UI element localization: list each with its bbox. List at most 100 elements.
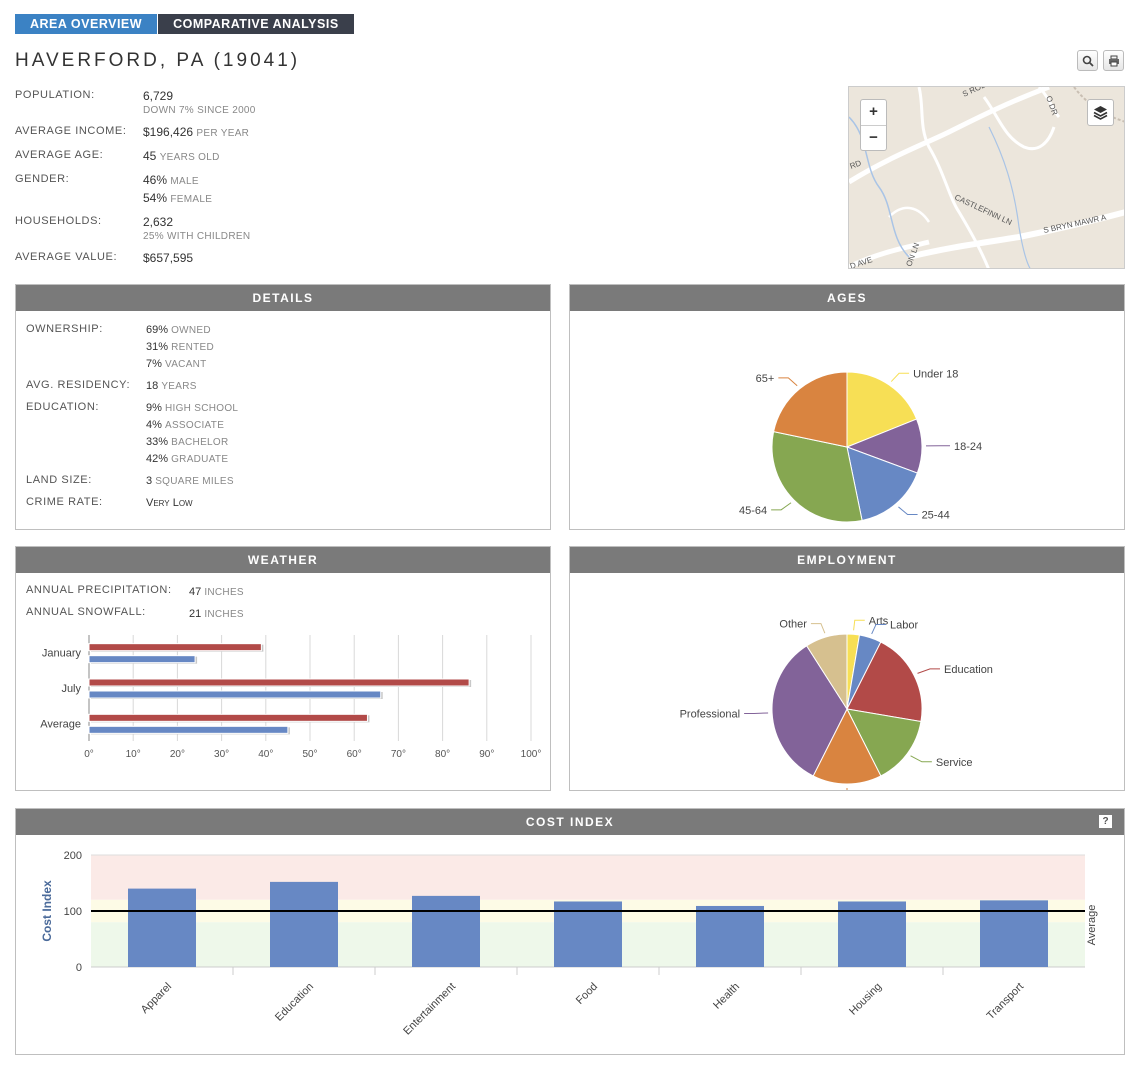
- weather-bar-chart: 0° 10° 20° 30° 40° 50° 60° 70° 80° 90° 100° January…: [40, 635, 541, 760]
- pie-label-labor: Labor: [890, 619, 918, 631]
- population-label: POPULATION:: [15, 89, 95, 101]
- education-label: EDUCATION:: [26, 401, 100, 413]
- layers-icon: [1093, 106, 1108, 120]
- pie-connector-service: [910, 755, 932, 763]
- employment-heading: EMPLOYMENT: [570, 547, 1124, 573]
- weather-panel: WEATHER ANNUAL PRECIPITATION: 47 INCHES …: [15, 546, 551, 791]
- households-value: 2,632: [143, 215, 174, 229]
- weather-bar: [88, 725, 289, 734]
- crime-label: CRIME RATE:: [26, 496, 103, 508]
- pie-connector-professional: [744, 712, 769, 714]
- precip-value: 47: [189, 586, 202, 598]
- weather-tick-label: 70°: [391, 749, 406, 760]
- pie-slice-education: [846, 641, 923, 723]
- map-label-rd: RD: [849, 158, 863, 170]
- details-panel: DETAILS OWNERSHIP: 69% OWNED 31% RENTED …: [15, 284, 551, 530]
- population-change: DOWN 7% SINCE 2000: [143, 105, 256, 116]
- age-value: 45: [143, 149, 157, 163]
- area-map[interactable]: S ROBE O DR RD CASTLEFINN LN S BRYN MAWR…: [848, 86, 1125, 269]
- map-label-bryn-mawr: S BRYN MAWR A: [1043, 213, 1108, 235]
- help-icon[interactable]: ?: [1099, 815, 1112, 828]
- weather-category-label: July: [61, 683, 81, 695]
- pie-connector-labor: [871, 623, 887, 635]
- pie-connector-education: [917, 668, 941, 674]
- weather-bar: [88, 678, 470, 687]
- tab-bar: AREA OVERVIEW COMPARATIVE ANALYSIS: [15, 14, 354, 34]
- male-unit: MALE: [170, 176, 199, 187]
- details-heading: DETAILS: [16, 285, 550, 311]
- cost-category-label: Food: [574, 981, 600, 1007]
- map-streets: S ROBE O DR RD CASTLEFINN LN S BRYN MAWR…: [849, 87, 1124, 269]
- owned-unit: OWNED: [171, 325, 211, 336]
- pie-label-other: Other: [779, 619, 807, 631]
- pie-label-18-24: 18-24: [954, 441, 982, 453]
- weather-tick-label: 40°: [258, 749, 273, 760]
- cost-index-heading: COST INDEX: [16, 809, 1124, 835]
- assoc-unit: ASSOCIATE: [164, 420, 225, 431]
- income-label: AVERAGE INCOME:: [15, 125, 127, 137]
- pie-label-under-18: Under 18: [913, 368, 958, 380]
- map-label-ave: D AVE: [849, 255, 873, 269]
- precip-unit: INCHES: [204, 587, 244, 598]
- cost-y-tick: 0: [76, 962, 82, 974]
- avg-value-value: $657,595: [143, 251, 194, 265]
- magnifier-icon: [1082, 55, 1094, 67]
- grad-value: 42%: [146, 453, 169, 465]
- layers-button[interactable]: [1087, 99, 1114, 126]
- female-unit: FEMALE: [170, 194, 213, 205]
- pie-label-65-: 65+: [756, 373, 775, 385]
- cost-bar-entertainment: [412, 895, 480, 967]
- overview-stats: POPULATION: 6,729 DOWN 7% SINCE 2000 AVE…: [15, 88, 256, 272]
- zoom-in-button[interactable]: +: [869, 103, 878, 120]
- pie-slice-under-18: [846, 371, 918, 448]
- income-unit: PER YEAR: [196, 128, 250, 139]
- tab-area-overview[interactable]: AREA OVERVIEW: [15, 14, 158, 34]
- pie-label-education: Education: [944, 664, 993, 676]
- cost-bar-health: [696, 905, 764, 967]
- cost-category-label: Housing: [847, 981, 884, 1018]
- weather-bar: [88, 643, 262, 652]
- households-label: HOUSEHOLDS:: [15, 215, 102, 227]
- zoom-out-button[interactable]: −: [861, 125, 886, 150]
- hs-unit: HIGH SCHOOL: [164, 403, 239, 414]
- print-button[interactable]: [1103, 50, 1124, 71]
- income-value: $196,426: [143, 125, 194, 139]
- tab-comparative-analysis[interactable]: COMPARATIVE ANALYSIS: [158, 14, 354, 34]
- owned-value: 69%: [146, 324, 169, 336]
- printer-icon: [1109, 55, 1119, 67]
- residency-unit: YEARS: [161, 381, 197, 392]
- rented-value: 31%: [146, 341, 169, 353]
- weather-tick-label: 80°: [435, 749, 450, 760]
- pie-connector-65-: [778, 377, 798, 387]
- cost-index-bar-chart: 0 100 200 Cost Index Average Apparel Education…: [40, 850, 1098, 1038]
- weather-category-label: Average: [40, 718, 81, 730]
- weather-category-label: January: [42, 648, 82, 660]
- vacant-value: 7%: [146, 358, 162, 370]
- pie-connector-25-44: [898, 506, 918, 516]
- page-title: HAVERFORD, PA (19041): [15, 50, 301, 71]
- pie-label-service: Service: [936, 757, 973, 769]
- weather-tick-label: 10°: [126, 749, 141, 760]
- ages-panel: AGES Under 18 18-24 25-44 45-64 65+: [569, 284, 1125, 530]
- gender-label: GENDER:: [15, 173, 70, 185]
- assoc-value: 4%: [146, 419, 162, 431]
- snow-unit: INCHES: [204, 609, 244, 620]
- map-label-s-robe: S ROBE: [961, 87, 992, 99]
- ages-heading: AGES: [570, 285, 1124, 311]
- land-label: LAND SIZE:: [26, 474, 92, 486]
- pie-label-professional: Professional: [680, 708, 741, 720]
- female-value: 54%: [143, 191, 168, 205]
- search-button[interactable]: [1077, 50, 1098, 71]
- avg-value-label: AVERAGE VALUE:: [15, 251, 118, 263]
- map-label-o-dr: O DR: [1044, 95, 1059, 117]
- households-children: 25% WITH CHILDREN: [143, 231, 251, 242]
- ages-pie-chart: Under 18 18-24 25-44 45-64 65+: [739, 368, 982, 523]
- weather-tick-label: 20°: [170, 749, 185, 760]
- vacant-unit: VACANT: [164, 359, 207, 370]
- employment-pie-chart: ArtsLaborEducationServiceHealthcareProfe…: [680, 615, 993, 805]
- pie-slice-45-64: [771, 431, 863, 523]
- pie-connector-arts: [853, 619, 865, 631]
- residency-value: 18: [146, 380, 159, 392]
- crime-value: Very Low: [146, 497, 193, 509]
- cost-category-label: Apparel: [139, 981, 174, 1016]
